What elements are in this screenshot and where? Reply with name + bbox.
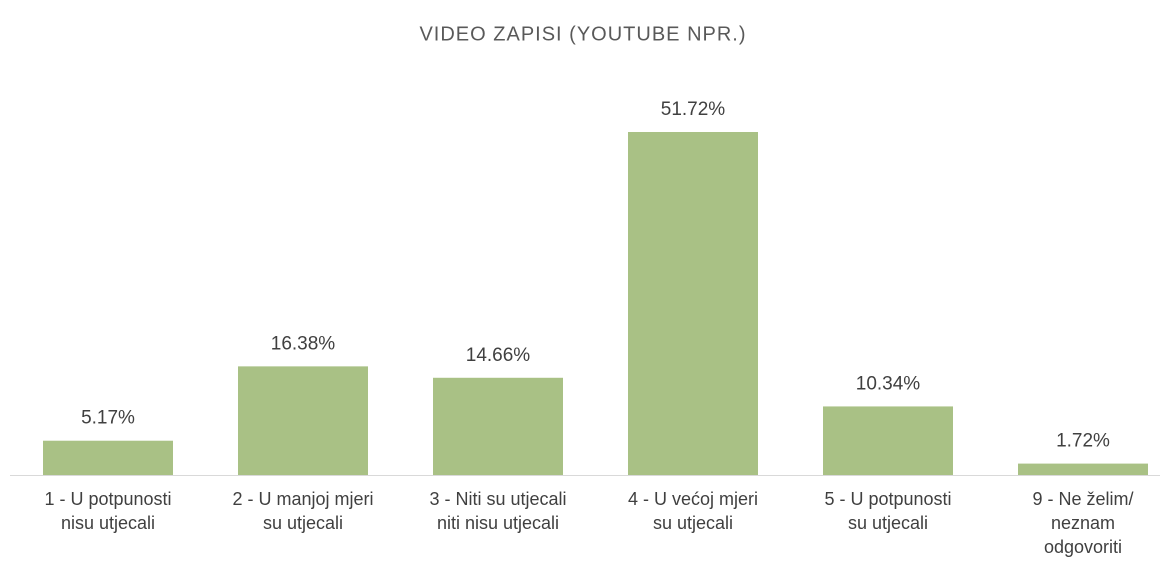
data-label: 14.66% [466, 345, 531, 366]
bar [1018, 463, 1148, 475]
bar [43, 440, 173, 475]
x-tick-label: 2 - U manjoj mjeri su utjecali [232, 489, 374, 533]
data-label: 1.72% [1056, 431, 1110, 452]
data-label: 16.38% [271, 333, 336, 354]
x-tick-label: 4 - U većoj mjeri su utjecali [627, 489, 759, 533]
data-label: 51.72% [661, 99, 726, 120]
bar [433, 377, 563, 475]
data-label: 5.17% [81, 408, 135, 429]
x-tick-label: 9 - Ne želim/ neznam odgovoriti [1032, 489, 1134, 557]
bar [823, 406, 953, 475]
chart-title: VIDEO ZAPISI (YOUTUBE NPR.) [419, 23, 746, 45]
x-tick-label: 1 - U potpunosti nisu utjecali [44, 489, 172, 533]
data-label: 10.34% [856, 373, 921, 394]
x-tick-label: 3 - Niti su utjecali niti nisu utjecali [429, 489, 567, 533]
x-tick-label: 5 - U potpunosti su utjecali [824, 489, 952, 533]
bar [628, 132, 758, 475]
bar [238, 366, 368, 475]
